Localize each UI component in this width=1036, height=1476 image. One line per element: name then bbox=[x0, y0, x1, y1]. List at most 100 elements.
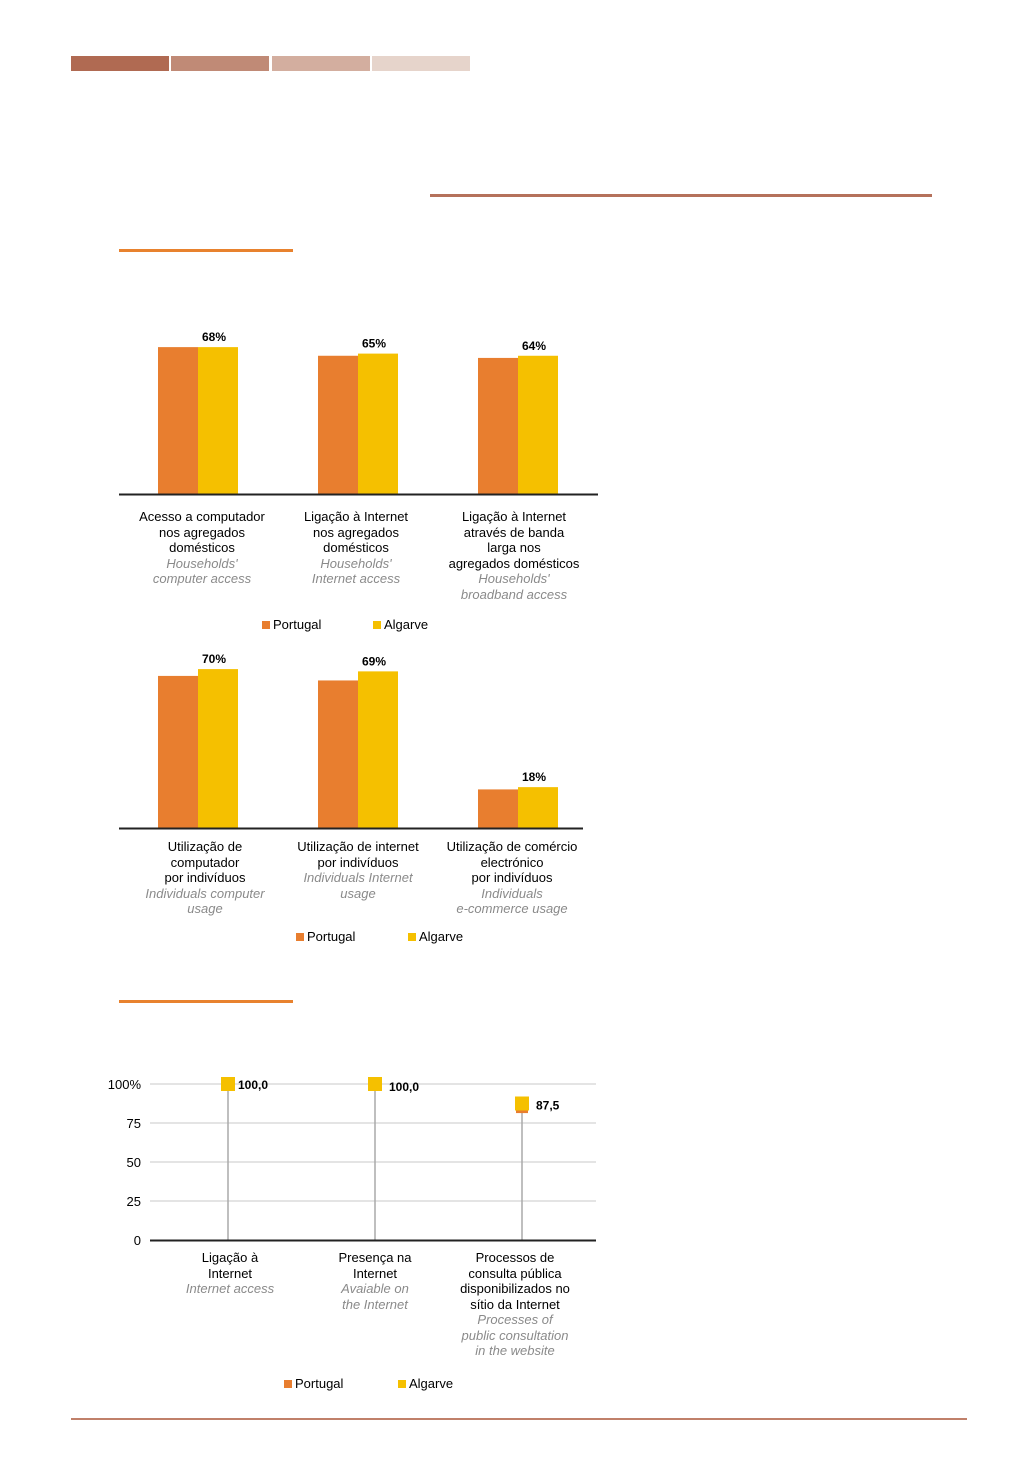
bar-algarve-1 bbox=[198, 669, 238, 828]
category-pt-line: disponibilizados no bbox=[460, 1281, 570, 1296]
category-pt-line: domésticos bbox=[169, 540, 235, 555]
y-tick-label-0: 0 bbox=[134, 1233, 141, 1248]
chart3-category-label-1: Ligação à Internet Internet access bbox=[160, 1250, 300, 1297]
chart3-category-label-2: Presença na Internet Avaiable on the Intern… bbox=[305, 1250, 445, 1312]
category-en-line: Individuals bbox=[481, 885, 543, 901]
marker-algarve-3 bbox=[515, 1096, 529, 1111]
chart3-legend-algarve-label: Algarve bbox=[409, 1376, 454, 1391]
chart1-legend-portugal: Portugal bbox=[262, 617, 321, 632]
category-en-line: Households' bbox=[320, 555, 392, 571]
chart1-category-label-1: Acesso a computador nos agregados doméstic… bbox=[122, 509, 282, 587]
marker-algarve-2 bbox=[368, 1077, 382, 1091]
header-deco-bar-3 bbox=[272, 56, 370, 71]
category-en-line: Avaiable on bbox=[341, 1281, 409, 1296]
chart1-category-label-3: Ligação à Internet através de banda larga … bbox=[434, 509, 594, 602]
bar-algarve-2 bbox=[358, 353, 398, 494]
data-label-3: 87,5 bbox=[536, 1099, 560, 1113]
category-en-line: usage bbox=[340, 885, 376, 901]
category-en-line: e-commerce usage bbox=[456, 901, 568, 916]
data-label-1: 100,0 bbox=[238, 1078, 268, 1092]
bar-portugal-3 bbox=[478, 357, 518, 494]
chart2-legend-portugal-swatch bbox=[296, 932, 304, 941]
category-en-line: public consultation bbox=[461, 1327, 569, 1343]
category-pt-line: nos agregados bbox=[312, 524, 399, 540]
category-pt-line: através de banda bbox=[463, 524, 565, 540]
data-label-1: 70% bbox=[202, 652, 226, 666]
chart3-legend-portugal: Portugal bbox=[284, 1376, 343, 1391]
data-label-3: 64% bbox=[522, 339, 546, 353]
marker-portugal-3 bbox=[516, 1110, 528, 1114]
category-pt-line: por indivíduos bbox=[471, 870, 553, 885]
chart1-legend-portugal-swatch bbox=[262, 620, 270, 629]
category-pt-line: Acesso a computador bbox=[139, 509, 265, 524]
category-en-line: Internet access bbox=[311, 571, 401, 586]
chart3-legend-portugal-label: Portugal bbox=[295, 1376, 344, 1391]
section-rule-2 bbox=[119, 1000, 293, 1003]
bar-portugal-2 bbox=[318, 355, 358, 494]
section-rule-1 bbox=[119, 249, 293, 252]
bar-portugal-1 bbox=[158, 675, 198, 828]
header-deco-bar-4 bbox=[372, 56, 470, 71]
data-label-3: 18% bbox=[522, 770, 546, 784]
category-pt-line: agregados domésticos bbox=[448, 555, 580, 571]
bar-algarve-1 bbox=[198, 347, 238, 494]
chart3-legend-portugal-swatch bbox=[284, 1379, 292, 1388]
chart3-category-label-3: Processos de consulta pública disponibiliz… bbox=[440, 1250, 590, 1359]
data-label-2: 69% bbox=[362, 654, 386, 668]
category-en-line: the Internet bbox=[342, 1296, 408, 1312]
category-pt-line: electrónico bbox=[480, 854, 544, 870]
chart1-legend-algarve: Algarve bbox=[373, 617, 428, 632]
category-pt-line: sítio da Internet bbox=[470, 1296, 560, 1312]
category-pt-line: domésticos bbox=[323, 540, 389, 555]
category-pt-line: Utilização de internet bbox=[297, 839, 419, 854]
title-rule bbox=[430, 194, 932, 197]
category-pt-line: por indivíduos bbox=[164, 870, 246, 885]
marker-algarve-1 bbox=[221, 1077, 235, 1091]
bar-portugal-2 bbox=[318, 680, 358, 828]
category-pt-line: larga nos bbox=[487, 540, 541, 555]
chart3-legend-algarve-swatch bbox=[398, 1379, 406, 1388]
y-tick-label-75: 75 bbox=[127, 1116, 141, 1131]
header-deco-bar-2 bbox=[171, 56, 269, 71]
category-en-line: Individuals Internet bbox=[303, 870, 413, 885]
category-pt-line: Utilização de bbox=[167, 839, 243, 854]
chart1-legend-algarve-label: Algarve bbox=[384, 617, 429, 632]
category-pt-line: Ligação à Internet bbox=[303, 509, 409, 524]
category-pt-line: por indivíduos bbox=[317, 854, 399, 870]
data-label-2: 100,0 bbox=[389, 1080, 419, 1094]
chart1-legend-algarve-swatch bbox=[373, 620, 381, 629]
chart2-category-label-1: Utilização de computador por indivíduos Ind… bbox=[120, 839, 290, 917]
chart2-legend-algarve-swatch bbox=[408, 932, 416, 941]
category-pt-line: Utilização de comércio bbox=[446, 839, 578, 854]
y-tick-label-50: 50 bbox=[127, 1155, 141, 1170]
category-pt-line: Ligação à bbox=[201, 1250, 259, 1265]
chart2-legend-algarve: Algarve bbox=[408, 929, 463, 944]
footer-rule bbox=[71, 1418, 967, 1420]
chart2-category-label-3: Utilização de comércio electrónico por ind… bbox=[432, 839, 592, 917]
data-label-1: 68% bbox=[202, 330, 226, 344]
chart2-legend-portugal-label: Portugal bbox=[307, 929, 356, 944]
category-en-line: broadband access bbox=[460, 586, 568, 602]
bar-portugal-3 bbox=[478, 789, 518, 828]
bar-algarve-3 bbox=[518, 355, 558, 494]
category-pt-line: Processos de bbox=[475, 1250, 555, 1265]
category-pt-line: Ligação à Internet bbox=[461, 509, 567, 524]
category-en-line: Individuals computer bbox=[145, 885, 265, 901]
category-en-line: Internet access bbox=[185, 1281, 275, 1296]
category-pt-line: Presença na bbox=[338, 1250, 412, 1265]
category-en-line: computer access bbox=[152, 571, 252, 586]
bar-portugal-1 bbox=[158, 347, 198, 494]
chart2-category-label-2: Utilização de internet por indivíduos Indi… bbox=[276, 839, 440, 901]
bar-algarve-2 bbox=[358, 671, 398, 828]
category-en-line: Households' bbox=[166, 555, 238, 571]
y-tick-label-25: 25 bbox=[127, 1194, 141, 1209]
category-pt-line: Internet bbox=[207, 1265, 253, 1281]
category-en-line: in the website bbox=[475, 1343, 555, 1358]
bar-algarve-3 bbox=[518, 787, 558, 828]
category-en-line: Households' bbox=[478, 571, 550, 586]
header-deco-bar-1 bbox=[71, 56, 169, 71]
category-en-line: Processes of bbox=[477, 1312, 553, 1327]
